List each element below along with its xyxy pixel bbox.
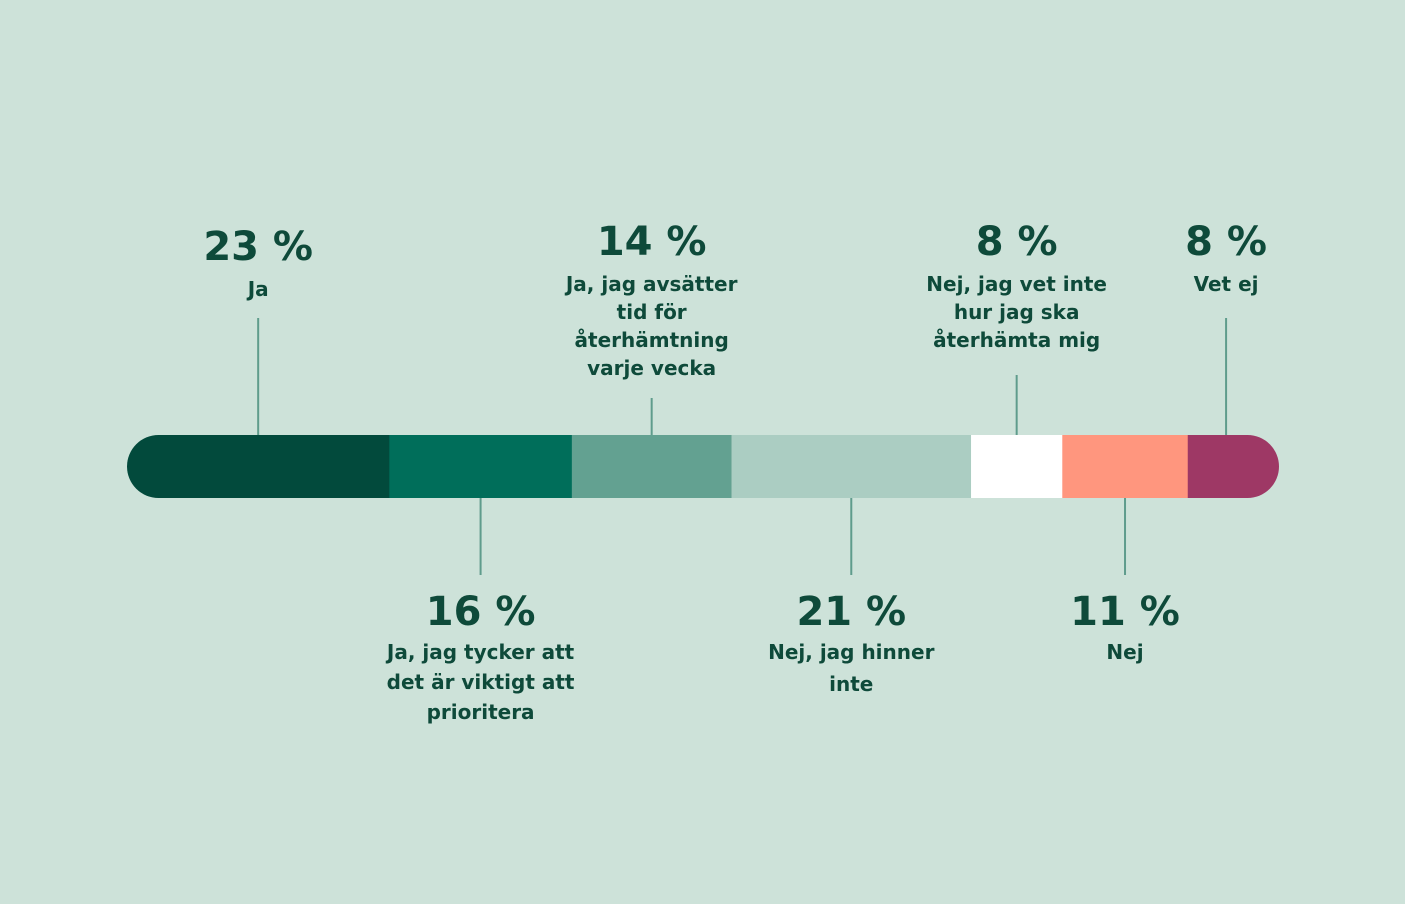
category-label: Nej, jag vet inte xyxy=(926,272,1107,296)
value-label: 16 % xyxy=(426,589,536,635)
category-label: Ja xyxy=(246,277,269,301)
category-label: inte xyxy=(829,672,873,696)
category-label: Vet ej xyxy=(1194,272,1259,296)
category-label: återhämtning xyxy=(575,328,729,352)
value-label: 23 % xyxy=(203,224,313,270)
bar-segment xyxy=(731,435,972,498)
value-label: 8 % xyxy=(1185,219,1267,265)
bar-segment xyxy=(1062,435,1189,498)
bar-segment xyxy=(571,435,733,498)
bar-segment xyxy=(127,435,390,498)
category-label: prioritera xyxy=(427,700,535,724)
category-label: Nej, jag hinner xyxy=(768,640,934,664)
value-label: 11 % xyxy=(1070,589,1180,635)
category-label: varje vecka xyxy=(587,356,716,380)
value-label: 21 % xyxy=(796,589,906,635)
category-label: Ja, jag avsätter xyxy=(564,272,738,296)
category-label: återhämta mig xyxy=(933,328,1100,352)
category-label: hur jag ska xyxy=(954,300,1080,324)
category-label: Ja, jag tycker att xyxy=(385,640,575,664)
bar-track xyxy=(127,435,1279,498)
value-label: 8 % xyxy=(976,219,1058,265)
category-label: tid för xyxy=(617,300,687,324)
bar-segment xyxy=(971,435,1063,498)
category-label: det är viktigt att xyxy=(387,670,575,694)
bar-segment xyxy=(1187,435,1279,498)
category-label: Nej xyxy=(1106,640,1143,664)
value-label: 14 % xyxy=(597,219,707,265)
bar-segment xyxy=(389,435,573,498)
